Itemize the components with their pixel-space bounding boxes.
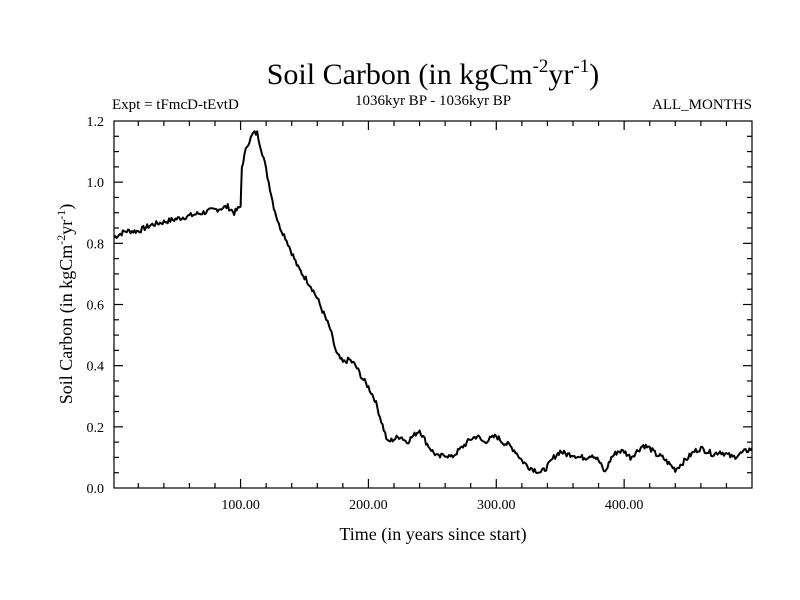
y-axis-label: Soil Carbon (in kgCm-2yr-1) xyxy=(54,204,77,405)
plot-frame xyxy=(113,120,753,489)
subtitle-period: 1036kyr BP - 1036kyr BP xyxy=(355,93,511,109)
x-axis-label: Time (in years since start) xyxy=(339,524,526,545)
soil-carbon-series-line xyxy=(113,130,753,475)
chart-title: Soil Carbon (in kgCm-2yr-1) xyxy=(267,56,600,91)
subtitle-experiment: Expt = tFmcD-tEvtD xyxy=(112,97,239,113)
y-tick-label: 0.4 xyxy=(87,360,105,375)
x-tick-label: 200.00 xyxy=(349,498,388,513)
y-tick-label: 1.0 xyxy=(87,176,105,191)
y-tick-label: 0.6 xyxy=(87,299,105,314)
y-tick-label: 0.0 xyxy=(87,482,105,497)
y-tick-label: 1.2 xyxy=(87,115,105,130)
y-tick-label: 0.2 xyxy=(87,421,105,436)
x-tick-labels: 100.00 200.00 300.00 400.00 xyxy=(221,498,643,513)
y-tick-label: 0.8 xyxy=(87,237,105,252)
x-tick-label: 300.00 xyxy=(477,498,516,513)
x-tick-label: 100.00 xyxy=(221,498,260,513)
y-tick-labels: 0.0 0.2 0.4 0.6 0.8 1.0 1.2 xyxy=(87,115,105,497)
subtitle-months: ALL_MONTHS xyxy=(652,97,752,113)
x-tick-label: 400.00 xyxy=(605,498,644,513)
axis-ticks xyxy=(114,121,752,488)
